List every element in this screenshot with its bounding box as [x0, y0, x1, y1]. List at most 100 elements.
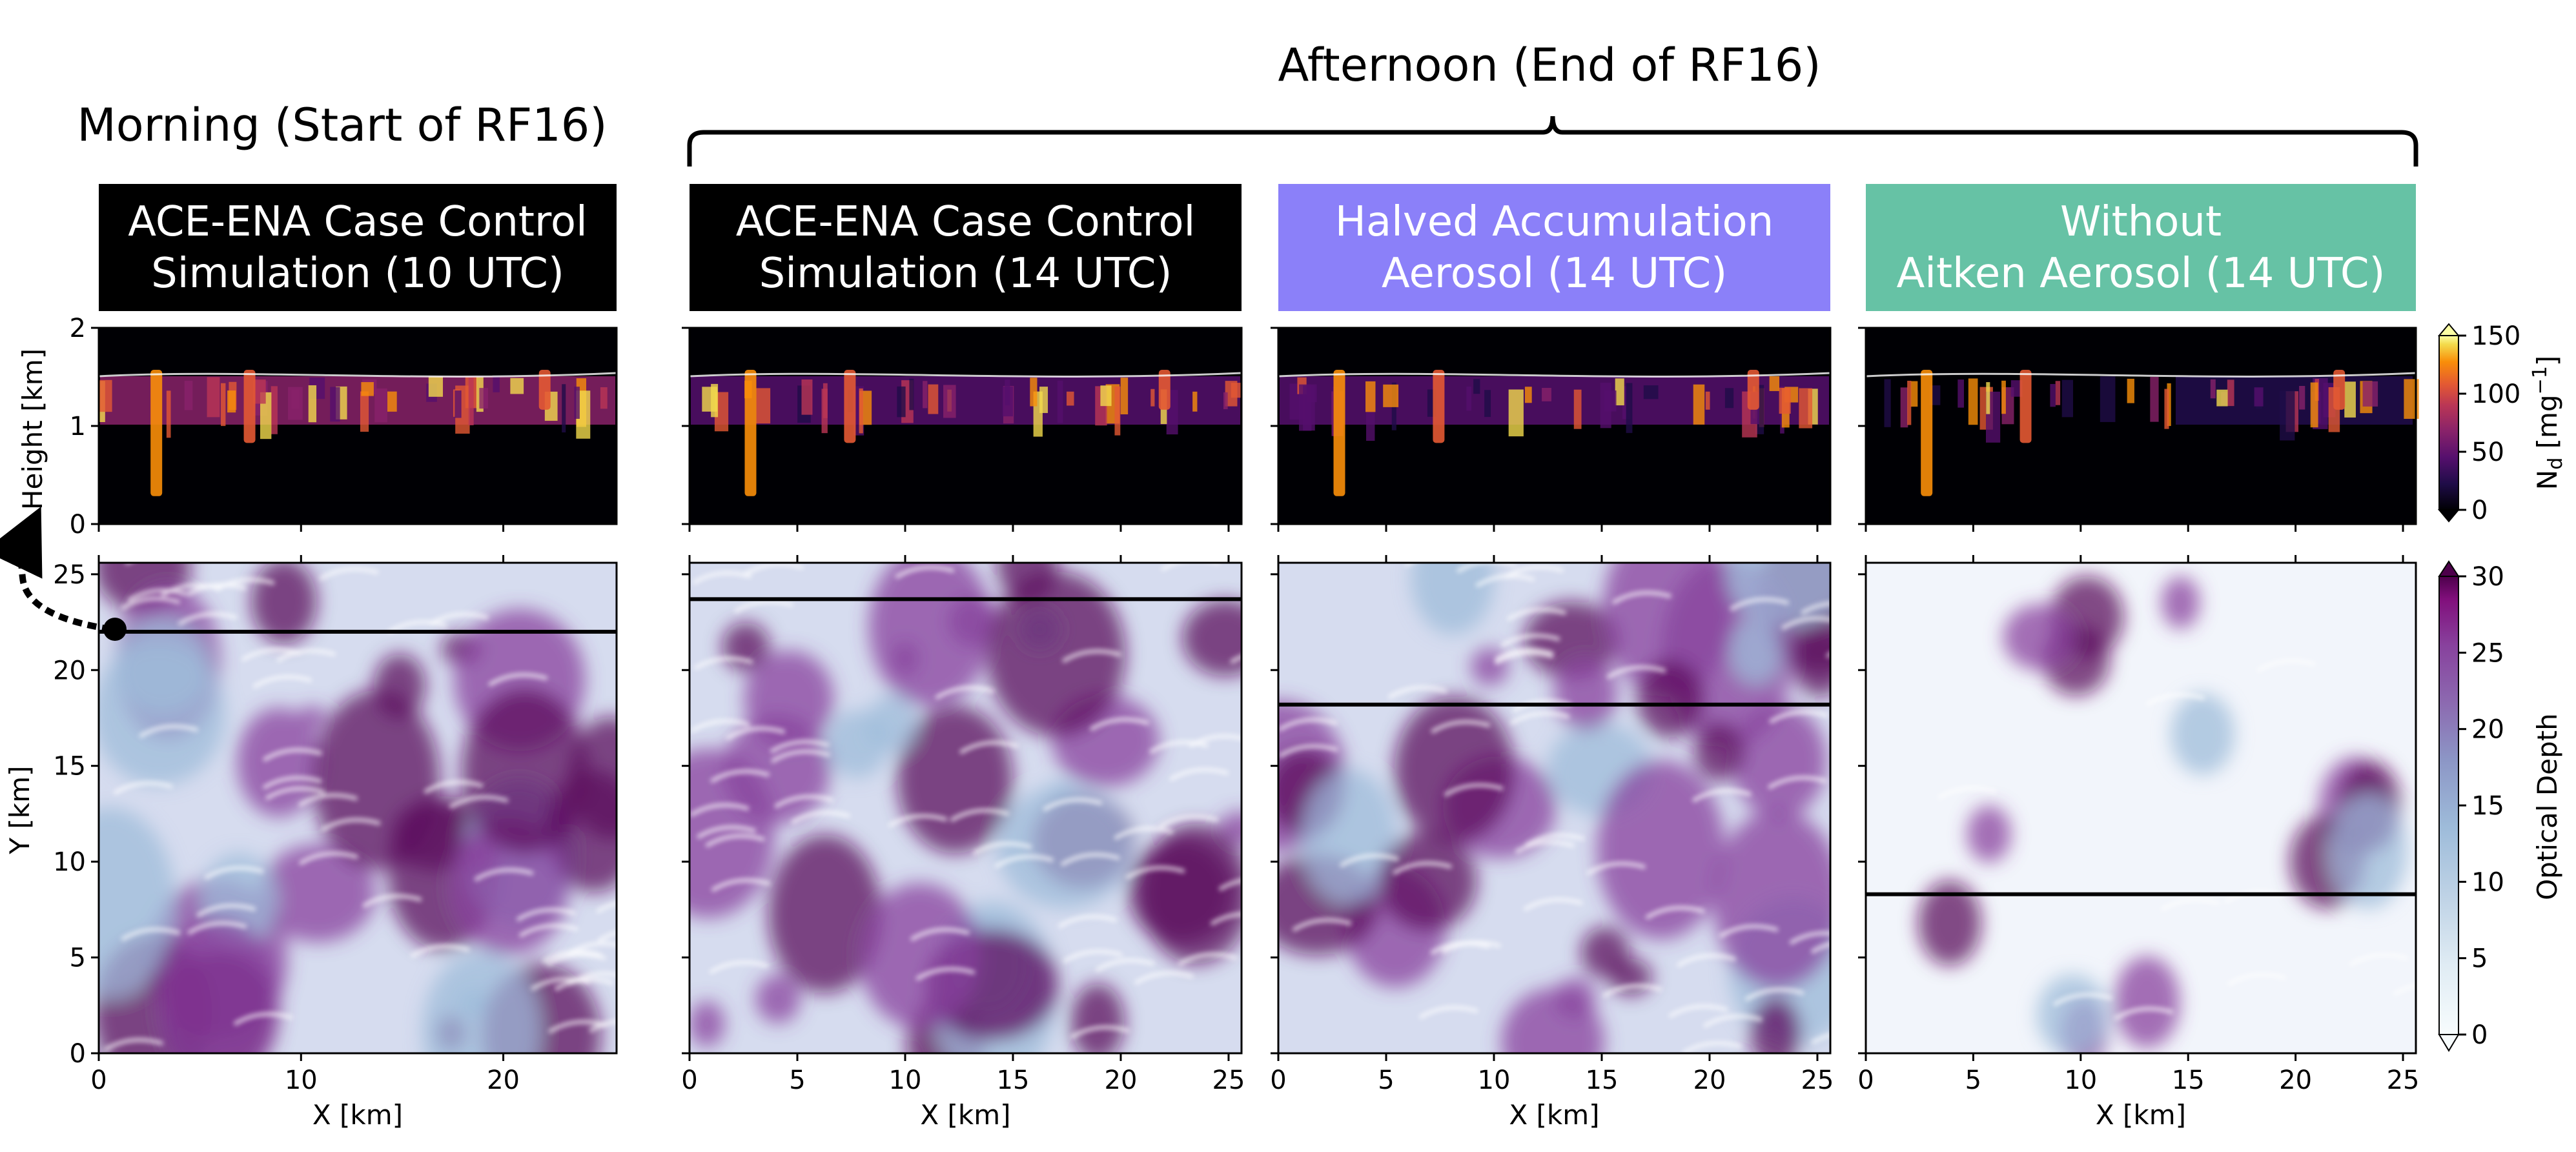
cross-section-plot: 0 1 2	[70, 314, 618, 563]
cloud-streak	[709, 960, 769, 975]
map-y-tick-label: 20	[53, 656, 86, 685]
cross-section-arrow	[0, 506, 112, 632]
cloud-streak	[950, 808, 1010, 822]
colorbar-tick-label: 5	[2471, 944, 2488, 974]
cloud-streak	[690, 719, 750, 733]
cloud-cell	[2310, 382, 2318, 428]
colorbar-tick-label: 0	[2471, 1020, 2488, 1050]
cloud-blob	[1967, 805, 2011, 863]
cloud-streak	[1178, 952, 1238, 967]
cloud-streak	[1767, 776, 1828, 790]
map-x-tick-label: 25	[2387, 1066, 2420, 1095]
cloud-streak	[1702, 1014, 1763, 1028]
cloud-streak	[265, 786, 325, 801]
cloud-cell	[288, 387, 303, 420]
cloud-cell	[1192, 391, 1198, 412]
cloud-blob	[2114, 956, 2180, 1048]
cloud-cell	[756, 388, 771, 424]
panel-title-line1: Halved Accumulation	[1335, 198, 1774, 246]
cloud-streak	[321, 818, 381, 832]
cloud-streak	[138, 724, 199, 738]
map-x-tick-label: 15	[997, 1066, 1030, 1095]
cloud-streak	[1800, 601, 1830, 615]
panel-title-line1: ACE-ENA Case Control	[736, 198, 1196, 246]
map-x-tick-label: 10	[889, 1066, 922, 1095]
cloud-cell	[823, 383, 828, 418]
map-x-tick-label: 20	[487, 1066, 520, 1095]
cloud-cell	[1958, 379, 1964, 408]
cloud-cell	[897, 386, 906, 418]
cloud-streak	[547, 1020, 608, 1034]
cloud-cell	[1524, 387, 1532, 403]
colorbar-tick-label: 100	[2471, 379, 2520, 409]
cloud-streak	[1811, 1033, 1830, 1045]
x-axis-label: X [km]	[312, 1099, 403, 1131]
convective-plume	[1433, 370, 1445, 443]
afternoon-brace	[687, 116, 2418, 167]
cloud-cell	[2010, 380, 2023, 397]
cloud-streak	[1278, 744, 1338, 758]
cloud-streak	[770, 740, 830, 754]
panel-banner	[99, 184, 617, 311]
cloud-cell	[923, 381, 928, 409]
optical-depth-map: 0 5 10 15 20 25 0 10 20 X [km]	[53, 560, 618, 1131]
cloud-streaks	[1937, 659, 2416, 1021]
cloud-cell	[374, 388, 387, 423]
cloud-streak	[1668, 1004, 1728, 1018]
cloud-streak	[887, 814, 948, 828]
map-x-tick-label: 0	[681, 1066, 697, 1095]
cloud-blob	[99, 807, 176, 998]
map-y-tick-label: 25	[53, 560, 86, 590]
convective-plume	[538, 370, 551, 410]
cloud-streak	[994, 854, 1054, 869]
cloud-streak	[1278, 718, 1338, 732]
cloud-cell	[1724, 388, 1734, 409]
x-axis-label: X [km]	[2096, 1099, 2186, 1131]
cloud-blob	[1070, 983, 1125, 1053]
cloud-cell	[859, 388, 863, 434]
cloud-streak	[910, 927, 970, 942]
cloud-blob	[1471, 647, 1509, 686]
nd-colorbar-bar	[2438, 335, 2459, 510]
cloud-streak	[1387, 685, 1447, 700]
cloud-cell	[1365, 381, 1376, 412]
cloud-cell	[1383, 384, 1399, 407]
colorbar-tick-label: 15	[2471, 791, 2504, 821]
cloud-streak	[1159, 814, 1219, 829]
map-y-tick-label: 5	[70, 944, 86, 973]
cloud-streak	[935, 685, 995, 700]
cloud-streaks	[690, 563, 1242, 1040]
map-x-tick-label: 10	[285, 1066, 318, 1095]
cloud-cell	[2055, 381, 2061, 405]
cloud-streak	[1113, 826, 1174, 840]
cloud-streak	[915, 967, 976, 981]
map-x-tick-label: 5	[1965, 1066, 1981, 1095]
cross-section-plot	[682, 327, 1243, 563]
convective-plume	[1333, 370, 1345, 496]
cloud-cell	[1067, 391, 1074, 406]
map-frame	[1277, 561, 1832, 1055]
cloud-streak	[597, 931, 617, 943]
cloud-blob	[1725, 563, 1830, 627]
cloud-streak	[1611, 591, 1672, 605]
cloud-cell	[2299, 385, 2305, 410]
map-x-tick-label: 15	[1586, 1066, 1619, 1095]
cloud-streak	[744, 563, 804, 576]
cloud-streak	[1392, 861, 1453, 875]
cloud-streak	[127, 588, 187, 603]
cloud-streak	[387, 620, 447, 634]
panel-title-line2: Aitken Aerosol (14 UTC)	[1896, 250, 2385, 298]
cloud-streak	[215, 578, 275, 592]
cloud-streak	[959, 740, 1019, 754]
cloud-cell	[1643, 385, 1659, 399]
od-colorbar-top-extend	[2438, 560, 2460, 577]
cloud-cell	[330, 387, 340, 422]
cloud-streak	[711, 878, 771, 893]
map-y-tick-label: 0	[70, 1039, 86, 1069]
colorbar-tick-label: 50	[2471, 438, 2504, 467]
cloud-cell	[2280, 390, 2295, 441]
panel-title-line2: Simulation (14 UTC)	[759, 250, 1172, 298]
optical-depth-map: 0 5 10 15 20 25 X [km]	[681, 561, 1245, 1131]
cloud-blob	[997, 785, 1132, 909]
convective-plume	[243, 370, 256, 443]
